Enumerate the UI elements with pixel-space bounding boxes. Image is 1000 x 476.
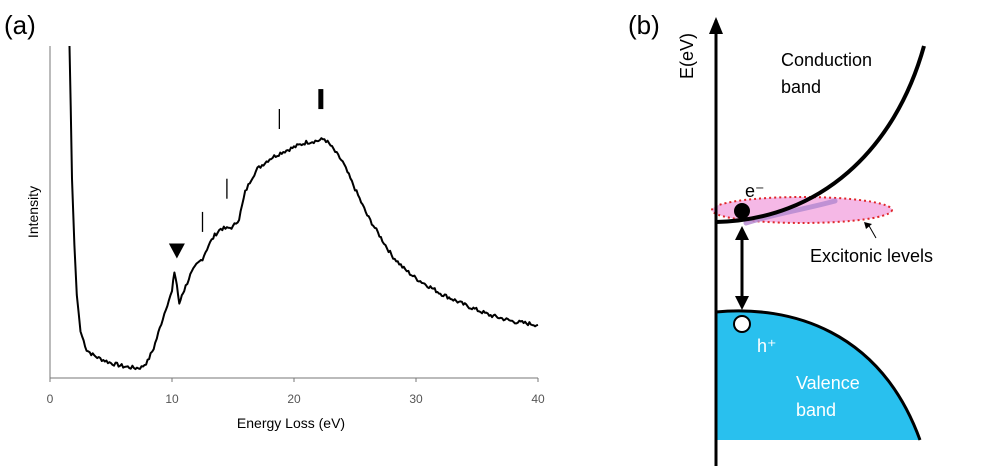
x-axis-title: Energy Loss (eV): [237, 415, 345, 431]
panel-a-label: (a): [4, 10, 36, 40]
energy-axis-arrow-icon: [709, 17, 723, 34]
electron-label: e⁻: [745, 181, 765, 201]
valence-band-edge: [715, 309, 922, 441]
eels-chart: 0 10 20 30 40 Energy Loss (eV) Intensity: [25, 45, 545, 431]
arrow-down-icon: [735, 296, 749, 310]
conduction-label-line1: Conduction: [781, 50, 872, 70]
excitonic-pointer-arrow-icon: [864, 222, 872, 229]
exciton-band-overlap: [743, 198, 838, 226]
triangle-marker-icon: [168, 243, 185, 259]
x-tick-label: 20: [287, 392, 301, 406]
excitonic-levels-label: Excitonic levels: [810, 246, 933, 266]
energy-axis-label: E(eV): [677, 33, 697, 79]
excitonic-pointer-line: [867, 223, 877, 239]
valence-label-line2: band: [796, 400, 836, 420]
peak-markers: [168, 89, 324, 259]
y-axis-title: Intensity: [25, 186, 41, 238]
conduction-band-edge: [715, 45, 926, 224]
arrow-up-icon: [735, 226, 749, 240]
valence-label-line1: Valence: [796, 373, 860, 393]
x-tick-label: 0: [47, 392, 54, 406]
hole-label: h⁺: [757, 336, 777, 356]
spectrum-line: [68, 45, 539, 371]
valence-band-region: [716, 310, 920, 440]
panel-b-label: (b): [628, 10, 660, 40]
x-tick-label: 30: [409, 392, 423, 406]
x-ticks: 0 10 20 30 40: [47, 378, 545, 406]
x-tick-label: 10: [165, 392, 179, 406]
hole-dot: [733, 315, 751, 333]
band-diagram: E(eV) Conduction band e⁻ h⁺ Valence band…: [677, 17, 933, 466]
x-tick-label: 40: [531, 392, 545, 406]
electron-dot: [734, 203, 750, 219]
conduction-label-line2: band: [781, 77, 821, 97]
